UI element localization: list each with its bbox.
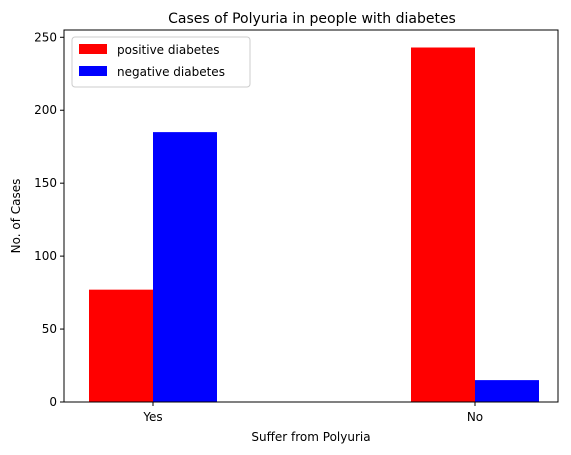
y-tick-label: 100	[34, 249, 57, 263]
y-tick-label: 200	[34, 103, 57, 117]
legend-label: positive diabetes	[117, 43, 220, 57]
bar-positive-no	[411, 47, 475, 402]
plot-frame	[63, 29, 559, 403]
y-tick-label: 0	[49, 395, 57, 409]
y-tick-label: 150	[34, 176, 57, 190]
chart-title: Cases of Polyuria in people with diabete…	[168, 11, 456, 27]
x-tick-label: No	[467, 410, 483, 424]
y-axis: 0 50 100 150 200 250	[34, 30, 64, 409]
y-tick-label: 250	[34, 30, 57, 44]
bar-negative-no	[475, 380, 539, 402]
x-tick-label: Yes	[142, 410, 162, 424]
y-tick-label: 50	[42, 322, 57, 336]
x-axis-label: Suffer from Polyuria	[251, 430, 370, 444]
legend: positive diabetes negative diabetes	[71, 36, 251, 88]
y-axis-label: No. of Cases	[9, 179, 23, 254]
legend-box	[71, 36, 251, 88]
x-axis: Yes No	[142, 402, 483, 424]
legend-swatch	[79, 44, 107, 54]
legend-label: negative diabetes	[117, 65, 225, 79]
bars	[89, 47, 539, 402]
bar-positive-yes	[89, 289, 153, 402]
bar-negative-yes	[153, 132, 217, 402]
legend-swatch	[79, 66, 107, 76]
